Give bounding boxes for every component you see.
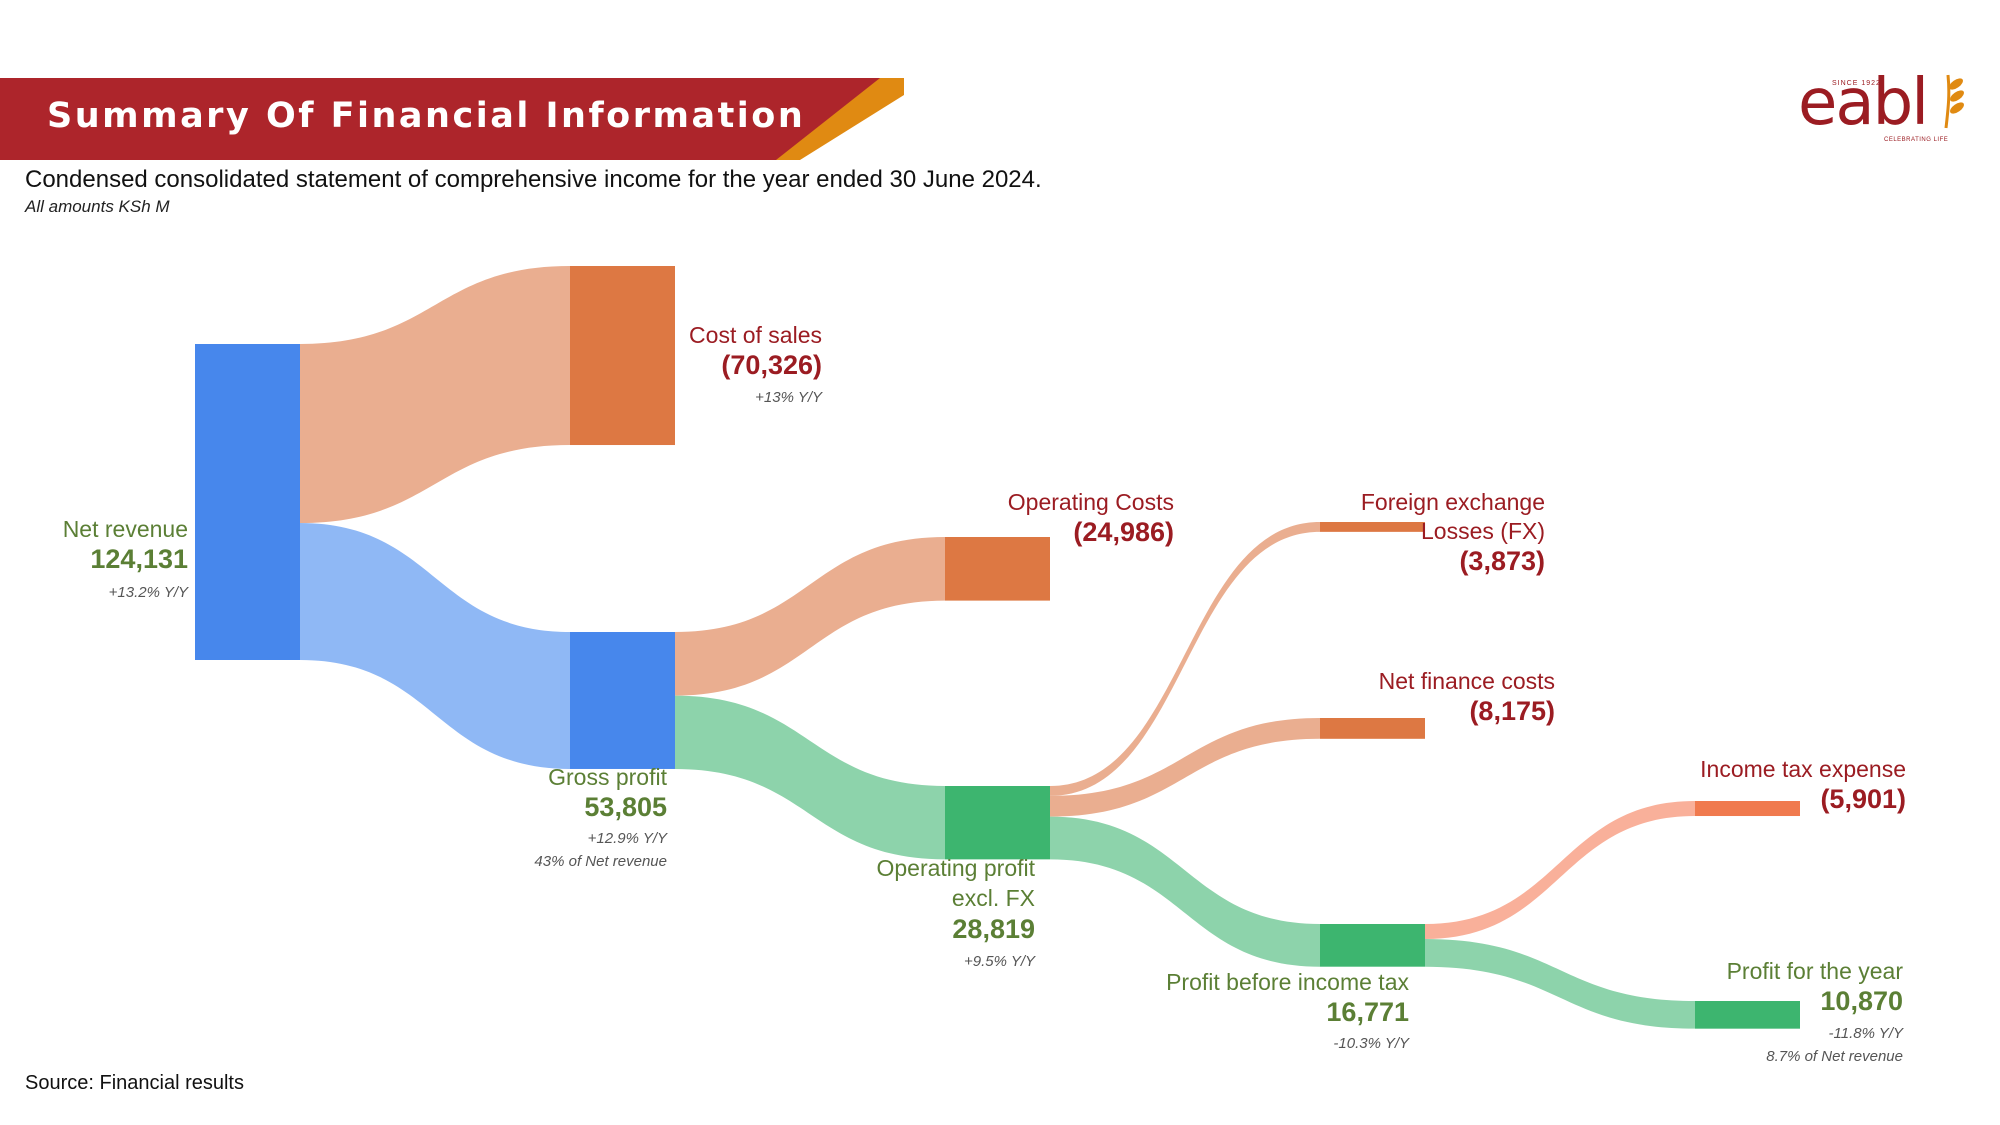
label-value-operating_costs: (24,986) <box>1073 517 1174 547</box>
flow-net_revenue-to-gross_profit <box>300 523 570 769</box>
flow-operating_profit-to-net_finance_costs <box>1050 718 1320 817</box>
node-bar-income_tax <box>1695 801 1800 817</box>
label-name-profit_for_year: Profit for the year <box>1727 958 1904 984</box>
label-value-profit_for_year: 10,870 <box>1820 986 1903 1016</box>
logo-tagline: CELEBRATING LIFE <box>1884 137 1949 143</box>
node-bar-fx_losses <box>1320 522 1425 532</box>
label-name-cost_of_sales: Cost of sales <box>689 322 822 348</box>
label-note-profit_for_year: 8.7% of Net revenue <box>1766 1048 1903 1065</box>
label-name-net_finance_costs: Net finance costs <box>1379 668 1555 694</box>
label-name-operating_profit: Operating profit <box>876 855 1035 881</box>
wheat-icon <box>1944 74 1964 129</box>
flow-gross_profit-to-operating_profit <box>675 695 945 860</box>
node-bar-profit_before_tax <box>1320 924 1425 967</box>
label-name-gross_profit: Gross profit <box>548 764 667 790</box>
label-note-gross_profit: +12.9% Y/Y <box>588 830 668 847</box>
flow-profit_before_tax-to-profit_for_year <box>1425 939 1695 1029</box>
node-bar-operating_profit <box>945 786 1050 860</box>
label-value-income_tax: (5,901) <box>1820 784 1906 814</box>
sankey-nodes <box>195 266 1800 1029</box>
label-value-gross_profit: 53,805 <box>584 792 667 822</box>
label-value-net_revenue: 124,131 <box>90 544 188 574</box>
label-name-income_tax: Income tax expense <box>1700 756 1906 782</box>
label-value-operating_profit: 28,819 <box>952 914 1035 944</box>
node-bar-gross_profit <box>570 632 675 769</box>
label-value-cost_of_sales: (70,326) <box>721 350 822 380</box>
flow-operating_profit-to-profit_before_tax <box>1050 816 1320 967</box>
flow-profit_before_tax-to-income_tax <box>1425 801 1695 940</box>
label-name-operating_profit: excl. FX <box>952 885 1035 911</box>
flow-gross_profit-to-operating_costs <box>675 537 945 696</box>
chart-subtitle: Condensed consolidated statement of comp… <box>25 166 1042 193</box>
label-value-fx_losses: (3,873) <box>1459 546 1545 576</box>
flow-operating_profit-to-fx_losses <box>1050 522 1320 796</box>
page-title: Summary Of Financial Information <box>47 96 806 136</box>
node-bar-net_finance_costs <box>1320 718 1425 739</box>
flow-net_revenue-to-cost_of_sales <box>300 266 570 524</box>
eabl-logo: eabl <box>1798 66 1929 140</box>
banner-background <box>0 78 880 160</box>
node-bar-profit_for_year <box>1695 1001 1800 1029</box>
node-bar-operating_costs <box>945 537 1050 601</box>
label-name-fx_losses: Losses (FX) <box>1421 518 1545 544</box>
label-note-operating_profit: +9.5% Y/Y <box>964 953 1036 970</box>
source-note: Source: Financial results <box>25 1072 244 1094</box>
label-name-net_revenue: Net revenue <box>63 516 188 542</box>
label-note-profit_before_tax: -10.3% Y/Y <box>1333 1035 1410 1052</box>
sankey-links <box>300 266 1695 1029</box>
label-name-profit_before_tax: Profit before income tax <box>1166 969 1409 995</box>
node-bar-cost_of_sales <box>570 266 675 446</box>
logo-since-text: SINCE 1922 <box>1832 80 1881 87</box>
label-value-net_finance_costs: (8,175) <box>1469 696 1555 726</box>
label-name-fx_losses: Foreign exchange <box>1361 489 1545 515</box>
units-note: All amounts KSh M <box>25 197 170 216</box>
label-name-operating_costs: Operating Costs <box>1008 489 1174 515</box>
node-bar-net_revenue <box>195 344 300 660</box>
label-note-net_revenue: +13.2% Y/Y <box>109 584 189 601</box>
label-note-profit_for_year: -11.8% Y/Y <box>1829 1025 1904 1042</box>
label-note-gross_profit: 43% of Net revenue <box>534 853 667 870</box>
label-note-cost_of_sales: +13% Y/Y <box>755 389 823 406</box>
label-value-profit_before_tax: 16,771 <box>1326 997 1409 1027</box>
